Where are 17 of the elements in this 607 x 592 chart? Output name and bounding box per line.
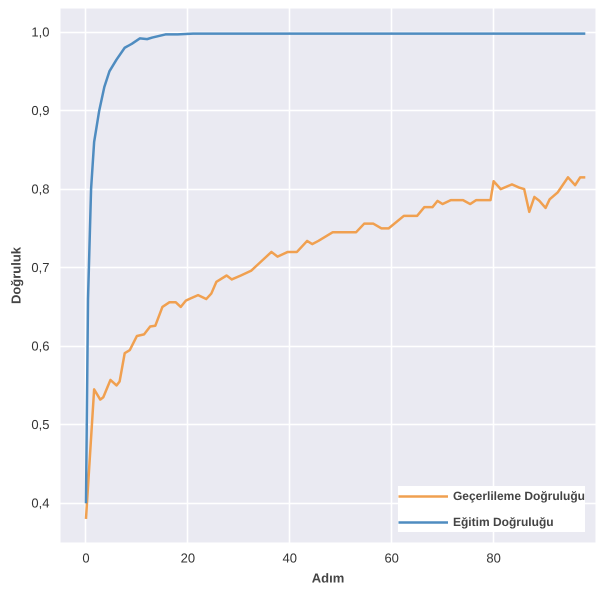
legend-label: Geçerlileme Doğruluğu — [452, 489, 585, 503]
legend-label: Eğitim Doğruluğu — [452, 515, 554, 529]
x-axis-title: Adım — [312, 570, 344, 586]
y-tick-label: 0,4 — [31, 496, 50, 511]
x-tick-label: 60 — [384, 550, 399, 566]
line-series — [84, 32, 587, 504]
y-axis-title: Doğruluk — [8, 246, 24, 304]
x-tick-label: 40 — [282, 550, 298, 566]
x-tick-label: 20 — [180, 550, 196, 566]
y-tick-label: 1,0 — [31, 24, 50, 40]
y-tick-label: 0,5 — [31, 417, 50, 432]
y-tick-label: 0,9 — [31, 103, 50, 118]
y-tick-label: 0,7 — [31, 260, 50, 276]
x-tick-label: 80 — [486, 550, 501, 566]
y-tick-label: 0,8 — [31, 182, 50, 197]
y-tick-label: 0,6 — [31, 338, 50, 354]
x-tick-label: 0 — [82, 550, 90, 566]
